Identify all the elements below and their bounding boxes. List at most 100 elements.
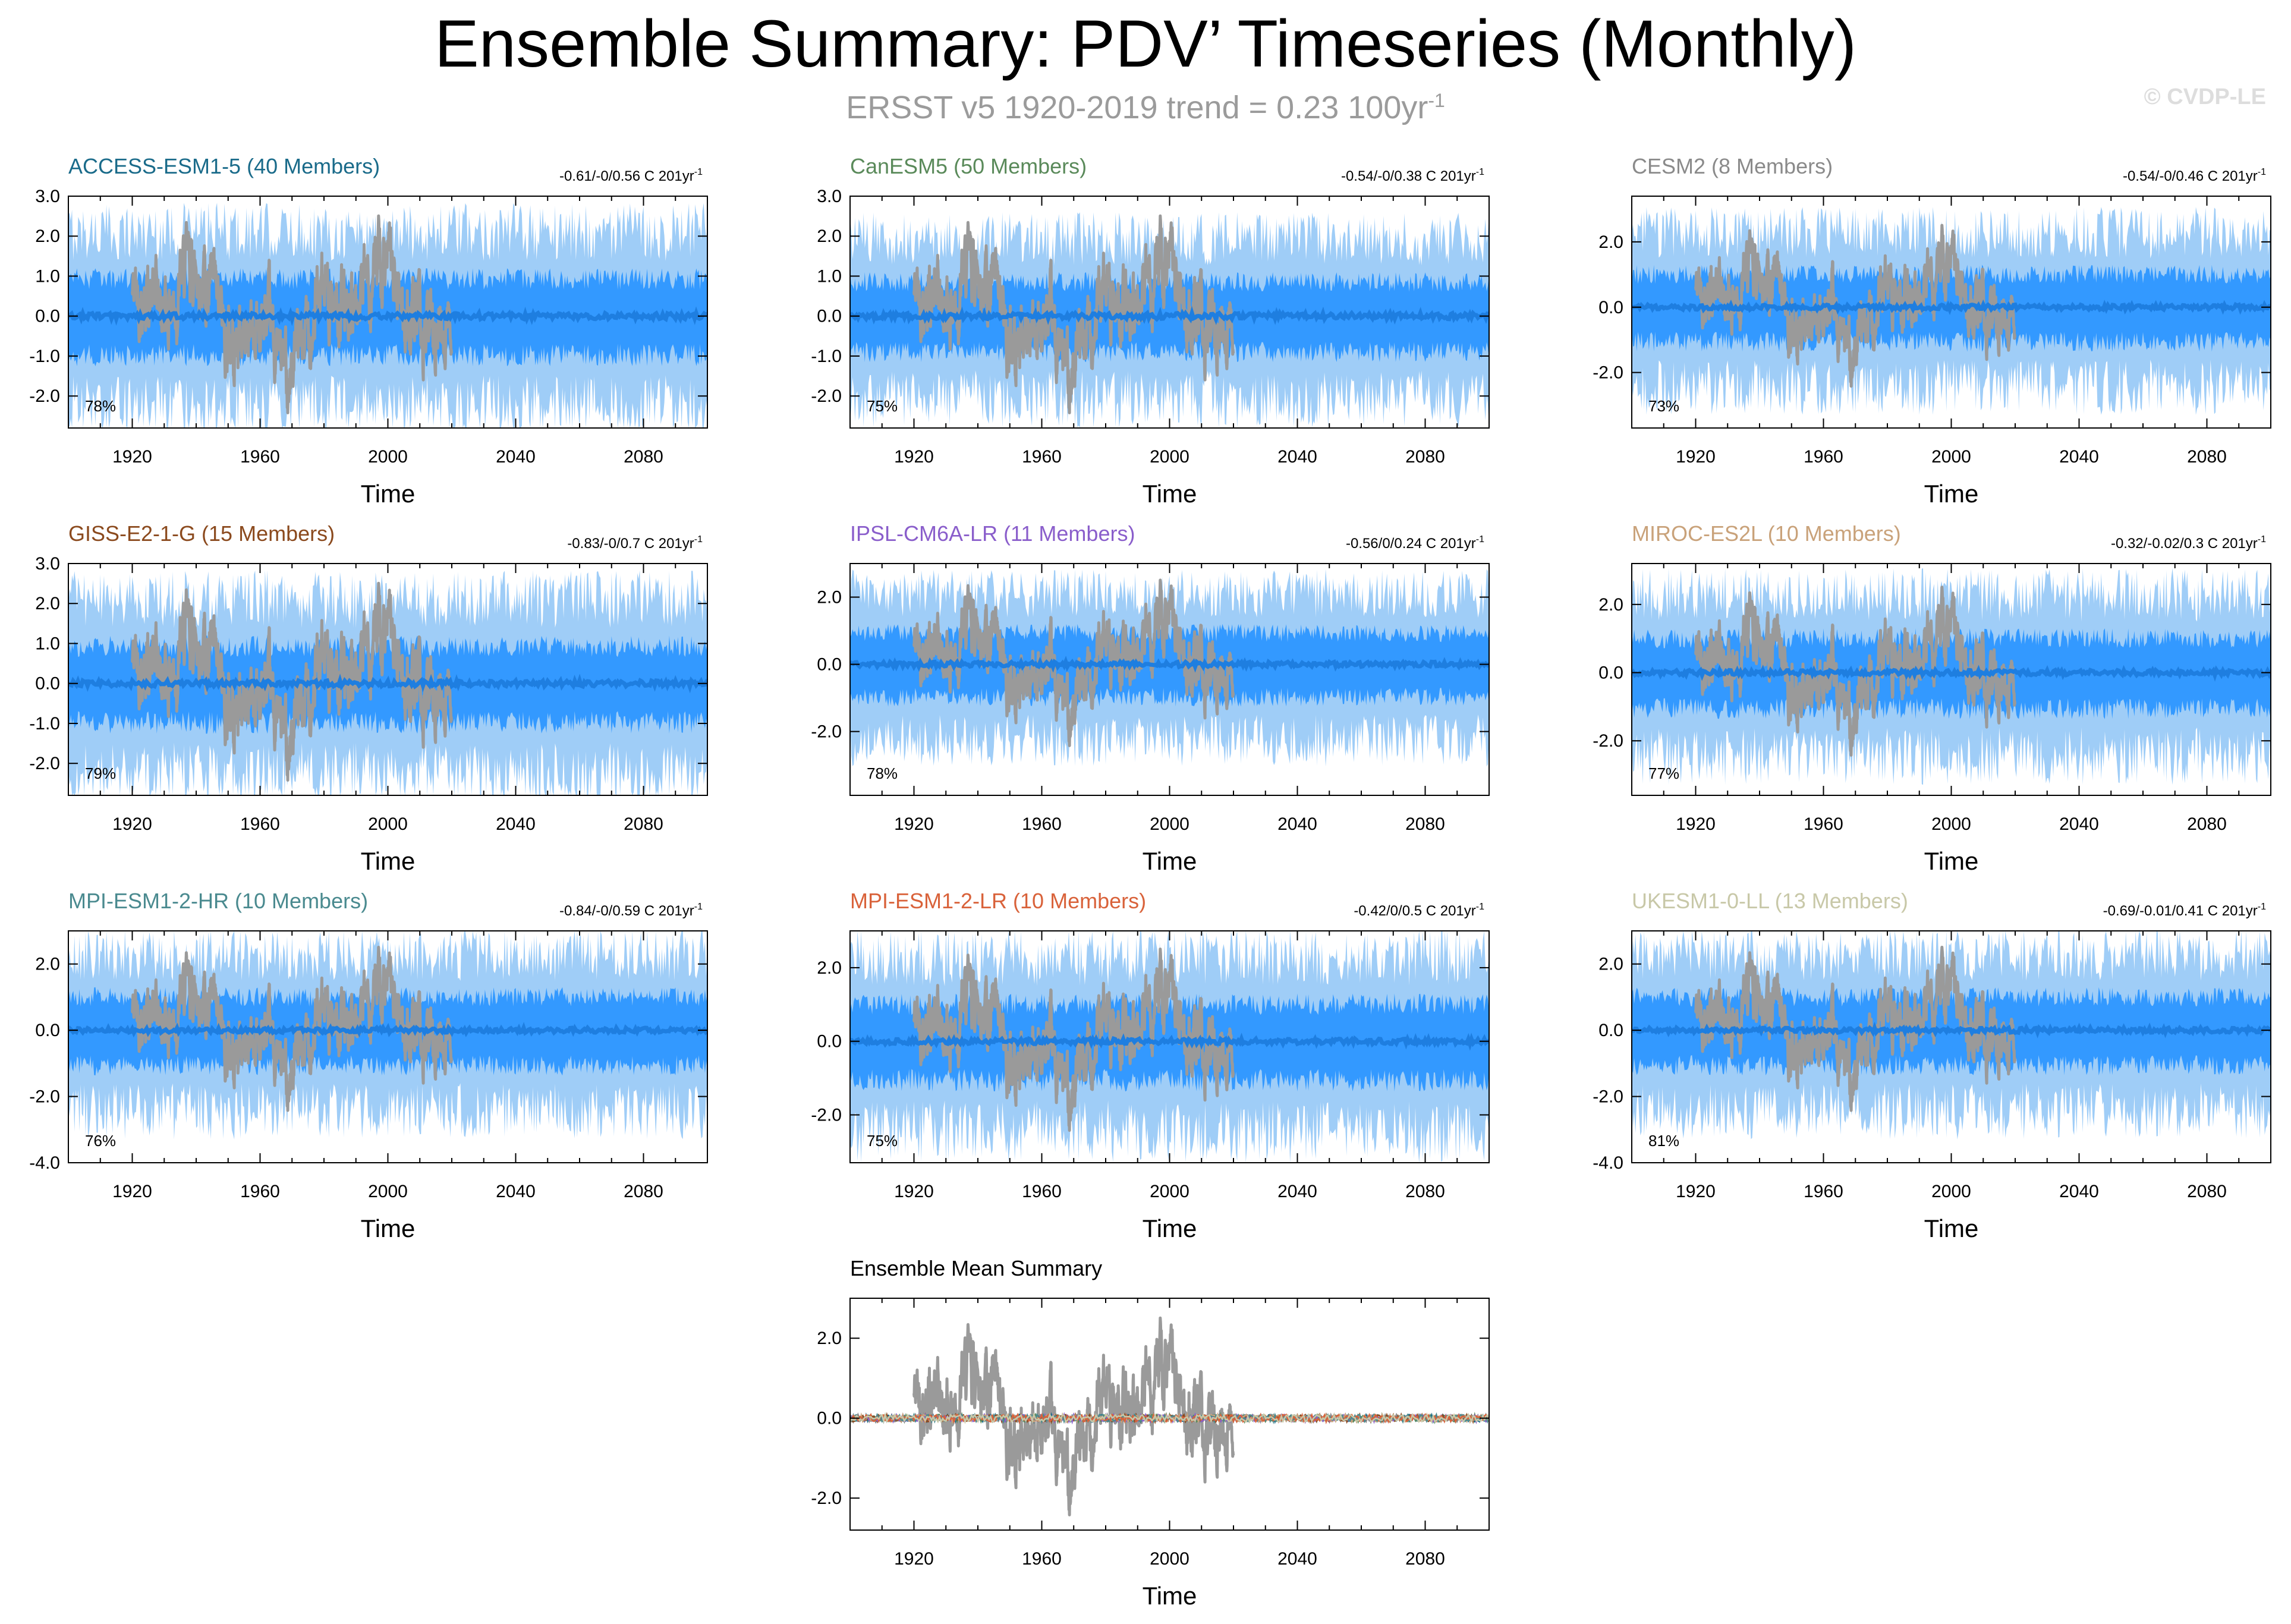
panel-title: MPI-ESM1-2-HR (10 Members) — [68, 889, 368, 913]
range-main: -0.54/-0/0.38 C 201yr — [1341, 168, 1476, 184]
percent-label: 73% — [1648, 397, 1679, 415]
x-axis-title: Time — [1924, 847, 1979, 875]
chart-panel-10: 1920 1960 2000 2040 2080 2.0 0.0 -2.0 Time Ensemb… — [811, 1256, 1490, 1610]
chart-panel-7: 1920 1960 2000 2040 2080 2.0 0.0 -2.0 -4.0 Time MP… — [29, 889, 708, 1242]
y-tick-label: 0.0 — [35, 307, 60, 326]
percent-label: 79% — [85, 764, 116, 782]
panel-title: ACCESS-ESM1-5 (40 Members) — [68, 154, 380, 178]
y-tick-label: -1.0 — [29, 714, 60, 734]
x-tick-label: 2080 — [1405, 447, 1445, 467]
observations-line — [131, 581, 454, 782]
ensemble-mean-line — [1632, 299, 2271, 316]
percent-label: 78% — [85, 397, 116, 415]
y-tick-label: -2.0 — [29, 386, 60, 406]
y-tick-label: 2.0 — [817, 226, 842, 246]
y-tick-label: 3.0 — [35, 187, 60, 206]
range-superscript: -1 — [1476, 902, 1484, 912]
subtitle-text: ERSST v5 1920-2019 trend = 0.23 100yr — [846, 90, 1428, 125]
panel-range-text: -0.54/-0/0.46 C 201yr-1 — [2123, 167, 2266, 184]
subtitle-superscript: -1 — [1428, 90, 1445, 111]
x-tick-label: 2040 — [1277, 1182, 1317, 1201]
range-main: -0.54/-0/0.46 C 201yr — [2123, 168, 2258, 184]
x-tick-label: 1920 — [894, 814, 934, 834]
panel-range-text: -0.69/-0.01/0.41 C 201yr-1 — [2103, 902, 2266, 919]
x-tick-label: 2000 — [1150, 447, 1189, 467]
x-tick-label: 1960 — [1022, 814, 1062, 834]
x-tick-label: 2000 — [368, 1182, 408, 1201]
panel-range-text: -0.54/-0/0.38 C 201yr-1 — [1341, 167, 1484, 184]
y-tick-label: 0.0 — [817, 307, 842, 326]
panel-title: CanESM5 (50 Members) — [850, 154, 1087, 178]
x-tick-label: 1960 — [1804, 447, 1843, 467]
x-tick-label: 2080 — [624, 447, 663, 467]
y-tick-label: -2.0 — [811, 722, 842, 742]
panel-title: UKESM1-0-LL (13 Members) — [1632, 889, 1908, 913]
x-tick-label: 1960 — [1804, 814, 1843, 834]
plot-area — [850, 212, 1489, 428]
x-tick-label: 2040 — [496, 1182, 536, 1201]
panel-title: MIROC-ES2L (10 Members) — [1632, 521, 1901, 546]
observations-line — [1694, 946, 2017, 1112]
x-tick-label: 2000 — [368, 814, 408, 834]
y-tick-label: -2.0 — [29, 754, 60, 773]
chart-panel-9: 1920 1960 2000 2040 2080 2.0 0.0 -2.0 -4.0 Time UK… — [1593, 889, 2271, 1242]
range-superscript: -1 — [1476, 534, 1484, 545]
x-tick-label: 2080 — [1405, 1182, 1445, 1201]
x-tick-label: 1960 — [1804, 1182, 1843, 1201]
ensemble-mean-line — [1632, 1021, 2271, 1038]
range-superscript: -1 — [2258, 534, 2266, 545]
ensemble-mean-line — [68, 673, 707, 694]
panel-title: CESM2 (8 Members) — [1632, 154, 1833, 178]
y-tick-label: -2.0 — [811, 1106, 842, 1125]
figure-title: Ensemble Summary: PDV’ Timeseries (Month… — [434, 7, 1857, 81]
range-superscript: -1 — [694, 534, 703, 545]
ensemble-mean-line — [68, 306, 707, 326]
x-tick-label: 2040 — [496, 814, 536, 834]
y-tick-label: 2.0 — [817, 588, 842, 608]
observations-line — [912, 948, 1235, 1132]
y-tick-label: 2.0 — [817, 958, 842, 978]
observations-line — [131, 946, 454, 1112]
x-tick-label: 2000 — [1150, 1549, 1189, 1569]
range-superscript: -1 — [2258, 902, 2266, 912]
percent-label: 75% — [867, 397, 898, 415]
panel-range-text: -0.32/-0.02/0.3 C 201yr-1 — [2111, 534, 2266, 552]
x-tick-label: 2000 — [368, 447, 408, 467]
panel-range-text: -0.42/0/0.5 C 201yr-1 — [1354, 902, 1484, 919]
panel-title: GISS-E2-1-G (15 Members) — [68, 521, 335, 546]
x-tick-label: 2040 — [1277, 814, 1317, 834]
panel-range-text: -0.56/0/0.24 C 201yr-1 — [1346, 534, 1484, 552]
range-main: -0.42/0/0.5 C 201yr — [1354, 903, 1475, 919]
x-axis-title: Time — [1143, 847, 1197, 875]
figure-subtitle: ERSST v5 1920-2019 trend = 0.23 100yr-1 — [0, 89, 2291, 126]
y-tick-label: 0.0 — [1598, 1021, 1623, 1040]
y-tick-label: -2.0 — [1593, 1087, 1623, 1107]
x-tick-label: 2000 — [1150, 1182, 1189, 1201]
y-tick-label: 0.0 — [35, 1021, 60, 1040]
x-tick-label: 2080 — [624, 1182, 663, 1201]
x-axis-title: Time — [361, 1214, 416, 1242]
panel-range-text: -0.61/-0/0.56 C 201yr-1 — [559, 167, 703, 184]
x-axis-title: Time — [361, 847, 416, 875]
y-tick-label: 2.0 — [35, 226, 60, 246]
range-main: -0.32/-0.02/0.3 C 201yr — [2111, 536, 2258, 552]
x-tick-label: 1920 — [112, 814, 152, 834]
panel-title: IPSL-CM6A-LR (11 Members) — [850, 521, 1135, 546]
ensemble-mean-line-9 — [850, 1412, 1489, 1424]
x-tick-label: 2040 — [2059, 1182, 2099, 1201]
chart-panel-1: 1920 1960 2000 2040 2080 3.0 2.0 1.0 0.0 -1.0 -2.0… — [29, 154, 708, 508]
x-tick-label: 2040 — [1277, 447, 1317, 467]
y-tick-label: -2.0 — [811, 1488, 842, 1508]
x-tick-label: 1920 — [112, 447, 152, 467]
copyright-mark: © CVDP-LE — [2144, 84, 2266, 109]
x-tick-label: 1960 — [240, 1182, 280, 1201]
y-tick-label: 2.0 — [1598, 955, 1623, 974]
y-tick-label: 1.0 — [817, 266, 842, 286]
x-tick-label: 1920 — [894, 1549, 934, 1569]
chart-panel-6: 1920 1960 2000 2040 2080 2.0 0.0 -2.0 Time MIROC-… — [1593, 521, 2271, 875]
panel-range-text: -0.84/-0/0.59 C 201yr-1 — [559, 902, 703, 919]
ensemble-mean-line — [850, 306, 1489, 325]
x-tick-label: 2040 — [2059, 447, 2099, 467]
x-tick-label: 1920 — [894, 447, 934, 467]
plot-area — [1632, 568, 2271, 785]
